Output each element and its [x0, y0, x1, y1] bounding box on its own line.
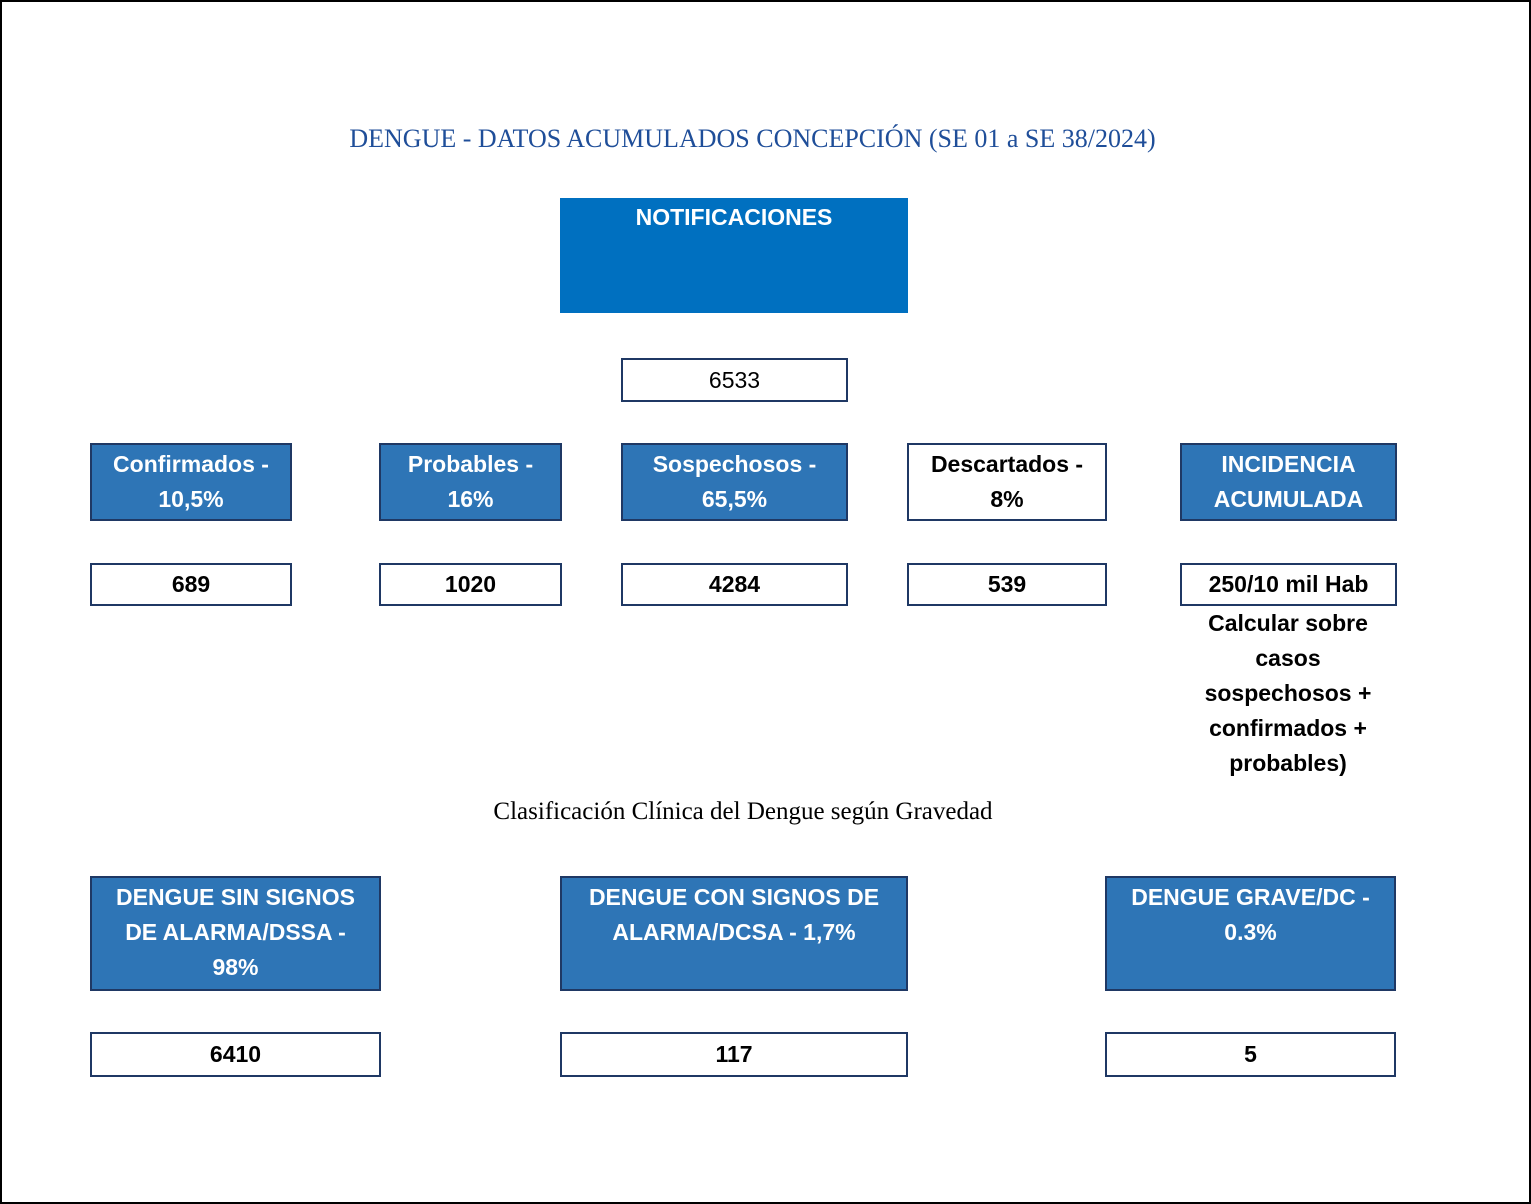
category-header: Confirmados - 10,5% — [90, 443, 292, 521]
note: Calcular sobre casos sospechosos + confi… — [1204, 610, 1372, 776]
category-header: Probables - 16% — [379, 443, 562, 521]
category-value: 689 — [90, 563, 292, 606]
notifications-header: NOTIFICACIONES — [560, 198, 908, 313]
classification-header: DENGUE GRAVE/DC - 0.3% — [1105, 876, 1396, 991]
category-value: 250/10 mil Hab — [1180, 563, 1397, 606]
classification-header: DENGUE CON SIGNOS DE ALARMA/DCSA - 1,7% — [560, 876, 908, 991]
title: DENGUE - DATOS ACUMULADOS CONCEPCIÓN (SE… — [349, 124, 1156, 153]
category-value: 1020 — [379, 563, 562, 606]
classification-title: Clasificación Clínica del Dengue según G… — [493, 798, 993, 825]
category-value: 539 — [907, 563, 1107, 606]
classification-value: 117 — [560, 1032, 908, 1077]
category-header: Sospechosos - 65,5% — [621, 443, 848, 521]
category-header: Descartados - 8% — [907, 443, 1107, 521]
category-header: INCIDENCIA ACUMULADA — [1180, 443, 1397, 521]
classification-value: 5 — [1105, 1032, 1396, 1077]
classification-value: 6410 — [90, 1032, 381, 1077]
category-value: 4284 — [621, 563, 848, 606]
notifications-total: 6533 — [621, 358, 848, 402]
classification-header: DENGUE SIN SIGNOS DE ALARMA/DSSA - 98% — [90, 876, 381, 991]
